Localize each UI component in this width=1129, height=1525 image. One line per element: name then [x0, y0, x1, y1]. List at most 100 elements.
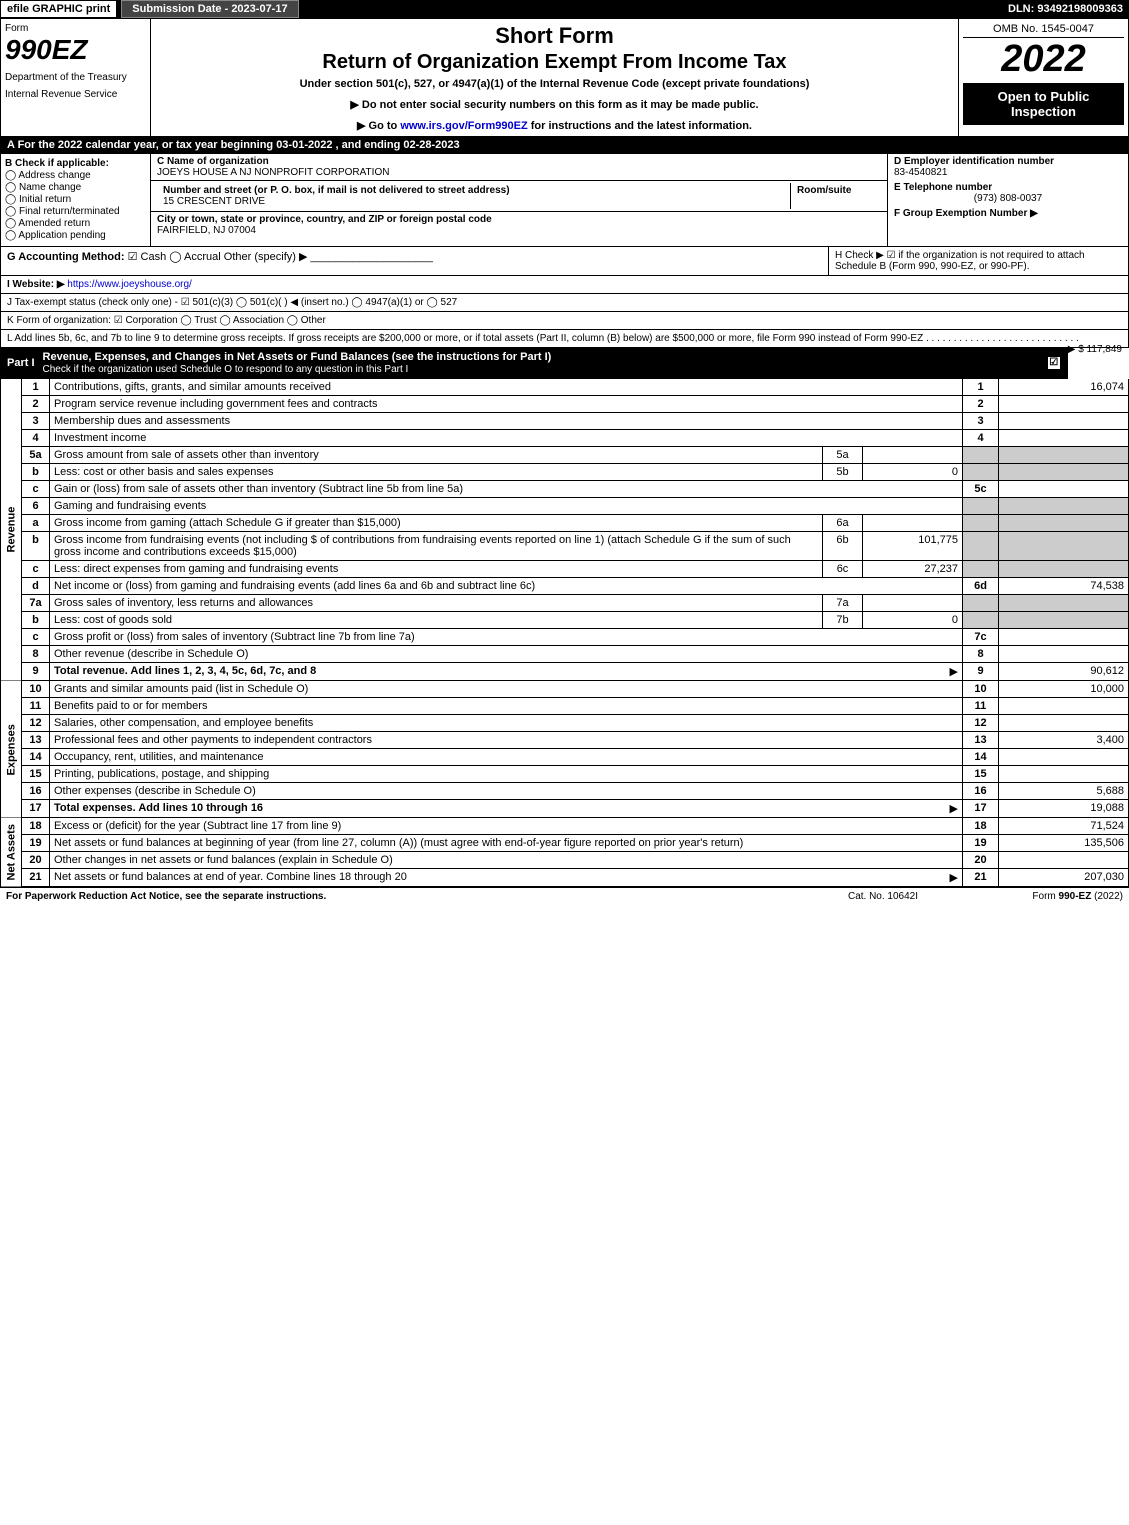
line-val-grey — [999, 612, 1129, 629]
line-number: 15 — [22, 766, 50, 783]
org-name-label: C Name of organization — [157, 156, 269, 167]
chk-final-return[interactable]: ◯ Final return/terminated — [5, 206, 146, 217]
line-val-grey — [999, 515, 1129, 532]
org-name: JOEYS HOUSE A NJ NONPROFIT CORPORATION — [157, 167, 389, 178]
line-desc: Gain or (loss) from sale of assets other… — [50, 481, 963, 498]
line-desc: Gaming and fundraising events — [50, 498, 963, 515]
omb-number: OMB No. 1545-0047 — [963, 23, 1124, 38]
line-number: 21 — [22, 869, 50, 887]
website-link[interactable]: https://www.joeyshouse.org/ — [67, 279, 192, 290]
table-row: 14Occupancy, rent, utilities, and mainte… — [1, 749, 1129, 766]
subline-value: 0 — [863, 612, 963, 629]
line-desc: Occupancy, rent, utilities, and maintena… — [50, 749, 963, 766]
line-number: 7a — [22, 595, 50, 612]
line-desc: Net assets or fund balances at end of ye… — [50, 869, 963, 887]
irs-link[interactable]: www.irs.gov/Form990EZ — [400, 120, 527, 132]
table-row: cGain or (loss) from sale of assets othe… — [1, 481, 1129, 498]
tel-value: (973) 808-0037 — [894, 193, 1122, 204]
table-row: 16Other expenses (describe in Schedule O… — [1, 783, 1129, 800]
line-desc: Gross income from fundraising events (no… — [50, 532, 823, 561]
efile-label: efile GRAPHIC print — [0, 0, 117, 18]
chk-address-change[interactable]: ◯ Address change — [5, 170, 146, 181]
line-desc: Total expenses. Add lines 10 through 16 … — [50, 800, 963, 818]
chk-name-change[interactable]: ◯ Name change — [5, 182, 146, 193]
line-number: 13 — [22, 732, 50, 749]
chk-accrual[interactable]: ◯ Accrual — [169, 251, 220, 263]
line-ref: 13 — [963, 732, 999, 749]
line-value — [999, 413, 1129, 430]
top-bar: efile GRAPHIC print Submission Date - 20… — [0, 0, 1129, 18]
line-desc: Membership dues and assessments — [50, 413, 963, 430]
line-value — [999, 629, 1129, 646]
line-value: 19,088 — [999, 800, 1129, 818]
table-row: cGross profit or (loss) from sales of in… — [1, 629, 1129, 646]
subtitle: Under section 501(c), 527, or 4947(a)(1)… — [159, 78, 950, 90]
line-number: b — [22, 532, 50, 561]
table-row: 17Total expenses. Add lines 10 through 1… — [1, 800, 1129, 818]
row-g-h: G Accounting Method: ☑ Cash ◯ Accrual Ot… — [0, 247, 1129, 276]
addr-label: Number and street (or P. O. box, if mail… — [163, 185, 510, 196]
subline-number: 6b — [823, 532, 863, 561]
line-ref: 1 — [963, 379, 999, 396]
line-desc: Less: cost or other basis and sales expe… — [50, 464, 823, 481]
subline-number: 7a — [823, 595, 863, 612]
subline-value: 101,775 — [863, 532, 963, 561]
line-desc: Gross amount from sale of assets other t… — [50, 447, 823, 464]
header-left: Form 990EZ Department of the Treasury In… — [1, 19, 151, 136]
form-label: Form — [5, 23, 146, 34]
dept-irs: Internal Revenue Service — [5, 89, 146, 100]
table-row: 7aGross sales of inventory, less returns… — [1, 595, 1129, 612]
table-row: 3Membership dues and assessments3 — [1, 413, 1129, 430]
footer-notice: For Paperwork Reduction Act Notice, see … — [6, 891, 803, 902]
part-1-check-note: Check if the organization used Schedule … — [43, 364, 409, 375]
part-1-checkbox[interactable]: ☑ — [1047, 356, 1061, 370]
line-ref: 11 — [963, 698, 999, 715]
line-desc: Net income or (loss) from gaming and fun… — [50, 578, 963, 595]
table-row: 19Net assets or fund balances at beginni… — [1, 835, 1129, 852]
line-number: 17 — [22, 800, 50, 818]
table-row: Expenses10Grants and similar amounts pai… — [1, 681, 1129, 698]
line-value: 10,000 — [999, 681, 1129, 698]
chk-cash[interactable]: ☑ Cash — [128, 251, 167, 263]
table-row: 8Other revenue (describe in Schedule O)8 — [1, 646, 1129, 663]
subline-value: 0 — [863, 464, 963, 481]
line-value: 135,506 — [999, 835, 1129, 852]
line-desc: Professional fees and other payments to … — [50, 732, 963, 749]
line-number: b — [22, 464, 50, 481]
row-j: J Tax-exempt status (check only one) - ☑… — [0, 294, 1129, 312]
line-desc: Gross profit or (loss) from sales of inv… — [50, 629, 963, 646]
table-row: Net Assets18Excess or (deficit) for the … — [1, 818, 1129, 835]
header-center: Short Form Return of Organization Exempt… — [151, 19, 958, 136]
subline-value — [863, 447, 963, 464]
line-value: 207,030 — [999, 869, 1129, 887]
line-ref: 18 — [963, 818, 999, 835]
row-i: I Website: ▶ https://www.joeyshouse.org/ — [0, 276, 1129, 294]
chk-application-pending[interactable]: ◯ Application pending — [5, 230, 146, 241]
line-ref: 21 — [963, 869, 999, 887]
line-val-grey — [999, 464, 1129, 481]
line-ref-grey — [963, 612, 999, 629]
line-val-grey — [999, 595, 1129, 612]
room-label: Room/suite — [797, 185, 851, 196]
line-ref: 6d — [963, 578, 999, 595]
table-row: 2Program service revenue including gover… — [1, 396, 1129, 413]
line-val-grey — [999, 498, 1129, 515]
line-val-grey — [999, 447, 1129, 464]
ein-value: 83-4540821 — [894, 167, 1122, 178]
box-b: B Check if applicable: ◯ Address change … — [1, 154, 151, 246]
box-c: C Name of organization JOEYS HOUSE A NJ … — [151, 154, 888, 246]
line-ref: 5c — [963, 481, 999, 498]
row-g: G Accounting Method: ☑ Cash ◯ Accrual Ot… — [1, 247, 828, 275]
group-exemption-label: F Group Exemption Number ▶ — [894, 208, 1122, 219]
line-number: 18 — [22, 818, 50, 835]
line-number: 14 — [22, 749, 50, 766]
netassets-table: Net Assets18Excess or (deficit) for the … — [0, 818, 1129, 887]
chk-amended-return[interactable]: ◯ Amended return — [5, 218, 146, 229]
line-desc: Net assets or fund balances at beginning… — [50, 835, 963, 852]
line-ref: 19 — [963, 835, 999, 852]
line-number: 20 — [22, 852, 50, 869]
line-value: 74,538 — [999, 578, 1129, 595]
chk-initial-return[interactable]: ◯ Initial return — [5, 194, 146, 205]
gross-receipts-amount: ▶ $ 117,849 — [1068, 344, 1122, 355]
line-ref: 16 — [963, 783, 999, 800]
